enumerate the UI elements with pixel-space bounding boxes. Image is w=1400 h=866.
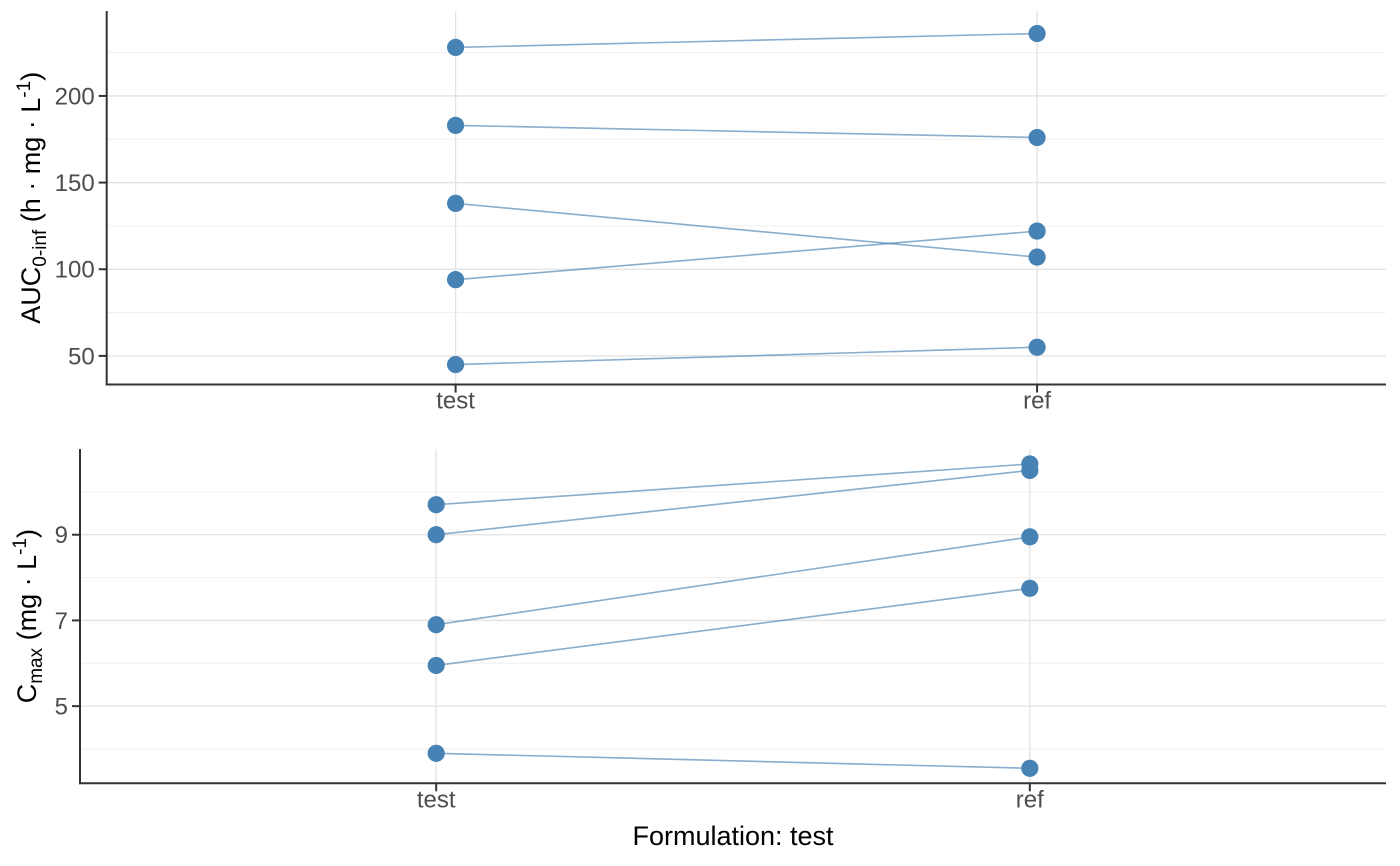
y-tick-label: 9 (55, 522, 68, 549)
y-tick-label: 100 (55, 257, 95, 284)
pair-line (436, 752, 1030, 770)
y-axis-title-text: ) (16, 72, 46, 81)
y-axis-title-text: C (12, 684, 42, 704)
x-tick-label: test (436, 388, 475, 415)
y-tick-label: 5 (55, 694, 68, 721)
data-point (427, 526, 445, 544)
pair-line (436, 536, 1030, 626)
data-point (1028, 128, 1046, 147)
y-axis-title-text: ) (12, 529, 42, 538)
y-axis-title-text: AUC (16, 267, 46, 324)
data-point (1021, 579, 1039, 597)
pair-line (436, 469, 1030, 536)
panel-cmax: 5 7 9 test ref Cmax (mg · L-1) (10, 449, 1386, 813)
y-tick-label: 150 (55, 170, 95, 197)
data-point (1028, 222, 1046, 240)
pair-line (455, 230, 1038, 281)
y-axis-title-text: (mg · L (12, 555, 42, 648)
data-point (447, 194, 465, 212)
x-tick-label: test (417, 786, 456, 813)
y-axis-title-sup: -1 (14, 81, 35, 98)
data-point (427, 656, 445, 675)
pair-line (455, 32, 1038, 49)
x-tick-label: ref (1016, 786, 1044, 813)
x-axis-title: Formulation: test (632, 821, 834, 851)
data-point (447, 38, 465, 56)
pair-line (455, 124, 1038, 139)
pair-line (436, 463, 1030, 506)
data-point (1021, 759, 1039, 777)
y-axis-title: Cmax (mg · L-1) (10, 529, 47, 703)
data-point (427, 744, 445, 762)
x-tick-label: ref (1023, 388, 1051, 415)
data-point (1028, 338, 1046, 356)
y-axis-title-sub: max (26, 647, 47, 683)
data-point (447, 271, 465, 289)
data-point (1028, 248, 1046, 266)
y-tick-label: 7 (55, 608, 68, 635)
data-point (1028, 24, 1046, 43)
data-point (1021, 528, 1039, 546)
y-axis-title: AUC0-inf (h · mg · L-1) (14, 72, 51, 324)
y-tick-label: 50 (68, 343, 95, 370)
data-point (1021, 461, 1039, 480)
y-tick-label: 200 (55, 83, 95, 110)
y-axis-title-sup: -1 (10, 538, 31, 555)
data-point (427, 616, 445, 634)
data-point (447, 116, 465, 134)
pair-line (455, 202, 1038, 258)
pair-line (436, 587, 1030, 667)
pair-line (455, 346, 1038, 366)
y-axis-title-sub: 0-inf (30, 229, 51, 267)
y-axis-title-text: (h · mg · L (16, 98, 46, 230)
data-point (447, 355, 465, 374)
data-point (427, 496, 445, 514)
panel-auc: 50 100 150 200 test ref AUC0-inf (h · mg · L-1… (14, 11, 1386, 415)
